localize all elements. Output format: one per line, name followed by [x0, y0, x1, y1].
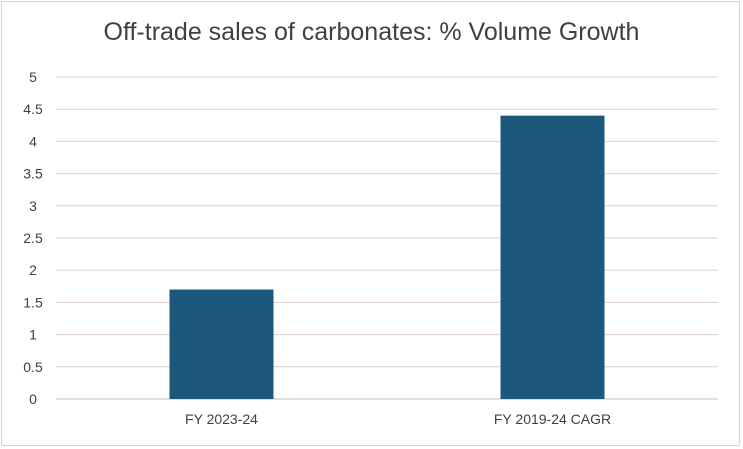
y-tick-label: 0.5	[23, 359, 43, 375]
x-tick-label: FY 2019-24 CAGR	[494, 411, 611, 427]
y-tick-label: 1	[29, 327, 37, 343]
bar	[169, 289, 274, 399]
y-tick-label: 2.5	[23, 230, 43, 246]
bars	[169, 115, 605, 399]
y-axis-ticks: 0 0.5 1 1.5 2 2.5 3 3.5 4 4.5 5	[23, 69, 43, 407]
gridlines	[56, 76, 718, 400]
y-tick-label: 5	[29, 69, 37, 85]
y-tick-label: 4.5	[23, 101, 43, 117]
y-tick-label: 3	[29, 198, 37, 214]
y-tick-label: 3.5	[23, 166, 43, 182]
y-tick-label: 4	[29, 133, 37, 149]
x-tick-label: FY 2023-24	[185, 411, 258, 427]
bar	[500, 115, 605, 399]
chart-title: Off-trade sales of carbonates: % Volume …	[103, 18, 640, 46]
y-tick-label: 0	[29, 391, 37, 407]
y-tick-label: 2	[29, 262, 37, 278]
y-tick-label: 1.5	[23, 294, 43, 310]
x-axis-ticks: FY 2023-24 FY 2019-24 CAGR	[185, 411, 611, 427]
